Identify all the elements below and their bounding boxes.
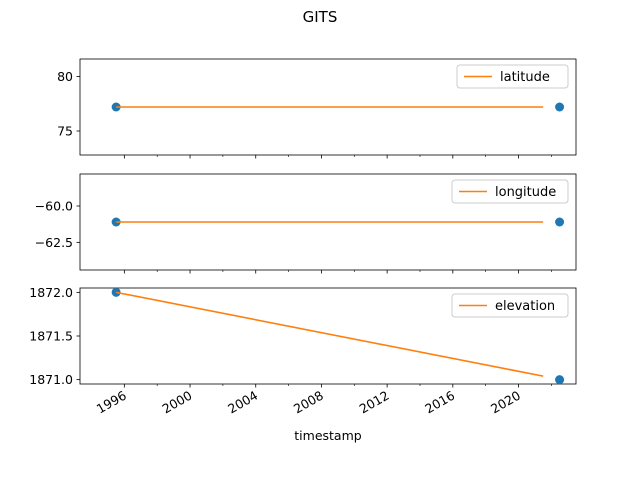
legend-label-elevation: elevation — [495, 299, 555, 314]
x-tick-label-1: 2000 — [159, 388, 194, 417]
x-tick-label-6: 2020 — [488, 388, 523, 417]
y-tick-label-longitude-1: −60.0 — [35, 199, 73, 214]
x-tick-label-2: 2004 — [225, 388, 260, 417]
panel-elevation: 1871.0 1871.5 1872.0 elevation 1996 2000 2004 2… — [29, 285, 577, 417]
chart-title: GITS — [303, 8, 338, 26]
panel-longitude: −62.5 −60.0 longitude — [35, 173, 577, 274]
scatter-point-latitude-1 — [555, 102, 565, 112]
y-tick-label-elevation-2: 1872.0 — [29, 285, 73, 300]
axes-frame-longitude — [79, 173, 577, 271]
series-line-elevation — [115, 291, 544, 377]
legend-box-elevation — [451, 293, 569, 318]
axes-frame-latitude — [79, 58, 577, 156]
y-tick-label-latitude-1: 80 — [57, 69, 73, 84]
x-tick-label-4: 2012 — [357, 388, 392, 417]
legend-latitude: latitude — [456, 64, 569, 89]
x-tick-label-0: 1996 — [94, 388, 129, 417]
scatter-point-elevation-1 — [555, 375, 565, 385]
panel-latitude: 75 80 latitude — [57, 58, 577, 159]
legend-label-longitude: longitude — [495, 185, 556, 200]
x-tick-label-5: 2016 — [422, 388, 457, 417]
y-tick-label-elevation-1: 1871.5 — [29, 329, 73, 344]
legend-label-latitude: latitude — [500, 70, 550, 85]
legend-box-latitude — [456, 64, 569, 89]
legend-longitude: longitude — [451, 179, 569, 204]
x-axis-label: timestamp — [294, 428, 361, 443]
legend-elevation: elevation — [451, 293, 569, 318]
y-tick-label-latitude-0: 75 — [57, 124, 73, 139]
x-tick-label-3: 2008 — [291, 388, 326, 417]
legend-box-longitude — [451, 179, 569, 204]
scatter-point-longitude-1 — [555, 217, 565, 227]
y-tick-label-elevation-0: 1871.0 — [29, 372, 73, 387]
y-tick-label-longitude-0: −62.5 — [35, 235, 73, 250]
